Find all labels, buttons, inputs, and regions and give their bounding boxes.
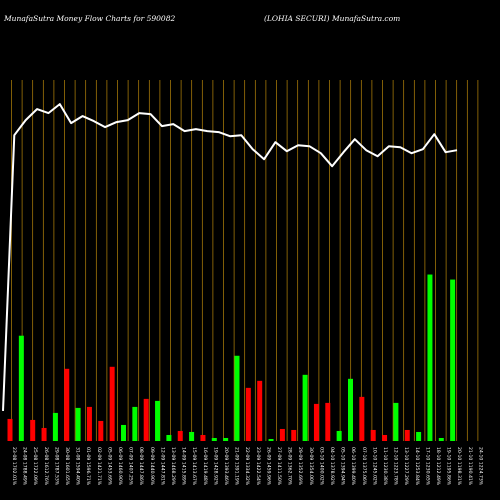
bar-down [177, 430, 183, 441]
bar-up [348, 378, 353, 441]
x-tick-label: 27-09 1411.50% [276, 447, 282, 486]
bar-up [166, 434, 172, 441]
bar-up [18, 335, 24, 441]
bar-up [132, 406, 138, 441]
x-tick-label: 25-08 1722.09% [32, 447, 38, 486]
x-tick-label: 22-09 1334.32% [244, 447, 250, 486]
bar-down [359, 396, 365, 441]
bar-down [143, 398, 149, 441]
x-tick-label: 13-09 1468.29% [170, 447, 176, 486]
x-tick-label: 01-09 1596.71% [85, 447, 91, 486]
x-tick-label: 12-09 1447.81% [159, 447, 165, 486]
x-tick-label: 05-09 1453.69% [106, 447, 112, 486]
bar-up [450, 279, 456, 441]
bar-down [313, 403, 319, 441]
x-tick-label: 14-10 1253.84% [414, 447, 420, 486]
bar-down [7, 418, 13, 441]
x-tick-label: 18-10 1212.49% [435, 447, 441, 486]
price-line [2, 103, 458, 411]
bar-down [200, 434, 206, 441]
x-tick-label: 20-10 1198.31% [456, 447, 462, 486]
x-tick-label: 19-10 1195.86% [446, 447, 452, 486]
bar-up [438, 437, 444, 441]
x-tick-label: 15-09 1413.67% [191, 447, 197, 486]
x-tick-label: 20-09 1393.46% [223, 447, 229, 486]
x-tick-label: 30-08 1601.65% [64, 447, 70, 486]
bar-down [257, 380, 263, 441]
x-tick-label: 07-09 1407.25% [128, 447, 134, 486]
bar-down [382, 434, 388, 441]
bar-down [30, 419, 36, 441]
x-tick-label: 02-09 1421.71% [96, 447, 102, 486]
x-tick-label: 29-09 1352.69% [297, 447, 303, 486]
bar-down [279, 428, 285, 441]
x-tick-label: 07-10 1375.06% [361, 447, 367, 486]
x-tick-label: 06-09 1460.90% [117, 447, 123, 486]
bar-up [268, 438, 274, 441]
x-tick-label: 10-10 1245.02% [371, 447, 377, 486]
bar-down [370, 429, 376, 441]
x-tick-label: 21-10 1190.41% [467, 447, 473, 486]
bar-up [336, 430, 342, 441]
x-tick-label: 26-08 1612.76% [43, 447, 49, 486]
bar-down [404, 429, 410, 441]
bar-up [121, 424, 126, 441]
x-tick-label: 19-09 1428.92% [212, 447, 218, 486]
bar-down [291, 429, 297, 441]
x-tick-label: 21-09 1391.19% [234, 447, 240, 486]
x-tick-label: 30-09 1354.00% [308, 447, 314, 486]
bar-down [86, 406, 92, 441]
bar-down [64, 368, 70, 441]
x-tick-label: 09-09 1440.90% [149, 447, 155, 486]
x-tick-label: 17-10 1230.65% [424, 447, 430, 486]
bar-up [155, 400, 161, 441]
bar-up [416, 431, 422, 441]
bar-down [41, 427, 47, 441]
bar-down [109, 366, 115, 441]
x-tick-label: 14-09 1415.89% [181, 447, 187, 486]
x-tick-label: 13-10 1227.29% [403, 447, 409, 486]
chart-title-left: MunafaSutra Money Flow Charts for 590082 [3, 14, 175, 23]
bar-up [234, 355, 240, 441]
bar-up [75, 407, 81, 441]
bar-down [98, 420, 104, 441]
x-tick-label: 12-10 1223.78% [393, 447, 399, 486]
bar-down [245, 387, 251, 441]
x-tick-label: 26-09 1459.96% [265, 447, 271, 486]
x-tick-label: 06-10 1399.40% [350, 447, 356, 486]
x-tick-label: 29-08 1787.53% [53, 447, 59, 486]
bar-up [302, 374, 308, 441]
bar-up [52, 412, 58, 441]
chart-title-right: (LOHIA SECURI) MunafaSutra.com [264, 14, 400, 23]
x-tick-label: 31-08 1594.40% [75, 447, 81, 486]
bars [7, 274, 456, 441]
bar-down [325, 402, 331, 441]
x-tick-label: 11-10 1230.38% [382, 447, 388, 486]
bar-up [393, 402, 399, 441]
x-tick-label: 08-09 1447.86% [138, 447, 144, 486]
x-tick-label: 03-10 1400.02% [318, 447, 324, 486]
x-tick-label: 28-09 1362.70% [287, 447, 293, 486]
x-axis-ticks: 23-08 1702.01% 24-08 1788.49% 25-08 1722.0… [11, 447, 483, 486]
x-tick-label: 24-10 1224.73% [477, 447, 483, 486]
x-tick-label: 05-10 1394.94% [340, 447, 346, 486]
bar-up [211, 437, 217, 441]
bar-up [223, 437, 229, 441]
x-tick-label: 24-08 1788.49% [22, 447, 28, 486]
bar-up [189, 431, 195, 441]
x-tick-label: 23-09 1422.54% [255, 447, 261, 486]
gridlines [11, 80, 479, 441]
x-tick-label: 16-09 1419.48% [202, 447, 208, 486]
price-line-layer [2, 103, 458, 411]
x-tick-label: 23-08 1702.01% [11, 447, 17, 486]
bar-up [427, 274, 433, 441]
x-tick-label: 04-10 1378.92% [329, 447, 335, 486]
